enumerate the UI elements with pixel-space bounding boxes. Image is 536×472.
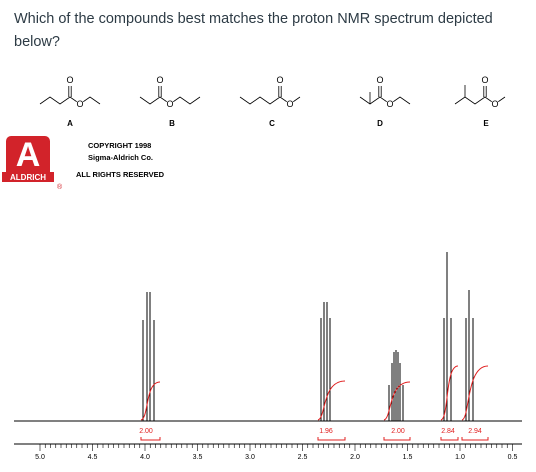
compound-label: C [269,119,275,128]
integration-label: 2.00 [391,428,405,435]
integration-bar [317,437,346,441]
atom: O [481,75,488,85]
logo-letter: A [16,136,41,174]
copyright-line: COPYRIGHT 1998 [88,141,151,150]
atom: O [166,99,173,109]
compound-label: B [169,119,175,128]
atom: O [76,99,83,109]
integration-curve [383,381,411,421]
atom-bg [166,100,174,108]
integration-curve [461,365,489,421]
axis-label: 3.0 [245,454,255,461]
atom-bg [76,100,84,108]
atom: O [376,75,383,85]
integration-curve [317,380,346,421]
axis-label: 3.5 [193,454,203,461]
compound-label: A [67,119,73,128]
integration-bar [383,437,411,441]
atom: O [386,99,393,109]
axis-label: 2.0 [350,454,360,461]
logo: A ALDRICH ® [2,136,63,191]
axis-label: 4.5 [88,454,98,461]
integration-curve [140,381,161,421]
atom: O [66,75,73,85]
atom: O [286,99,293,109]
bond [359,96,411,105]
compound-label: E [483,119,489,128]
integration-label: 2.94 [468,428,482,435]
question: Which of the compounds best matches the … [14,11,493,50]
integration-curve [440,365,459,421]
logo-name: ALDRICH [10,173,46,182]
integration-label: 2.00 [139,428,153,435]
integration-label: 1.96 [319,428,333,435]
axis-label: 0.5 [508,454,518,461]
axis-label: 1.5 [403,454,413,461]
atom: O [156,75,163,85]
axis-label: 4.0 [140,454,150,461]
bond [39,96,101,105]
logo-box [6,136,50,180]
integration-bar [440,437,459,441]
integration-bar [461,437,489,441]
atom: O [491,99,498,109]
axis-label: 2.5 [298,454,308,461]
integration-label: 2.84 [441,428,455,435]
integration-bar [140,437,161,441]
spectrum: 2.00 1.96 2.00 2.84 2.94 [139,252,489,441]
atom: O [276,75,283,85]
atom-bg [286,100,294,108]
atom-bg [491,100,499,108]
logo-mark: ® [57,183,63,191]
atom-bg [386,100,394,108]
copyright-line: ALL RIGHTS RESERVED [76,170,165,179]
compound-label: D [377,119,383,128]
copyright-line: Sigma-Aldrich Co. [88,153,153,162]
logo-band [2,172,54,182]
axis-label: 5.0 [35,454,45,461]
axis-label: 1.0 [455,454,465,461]
